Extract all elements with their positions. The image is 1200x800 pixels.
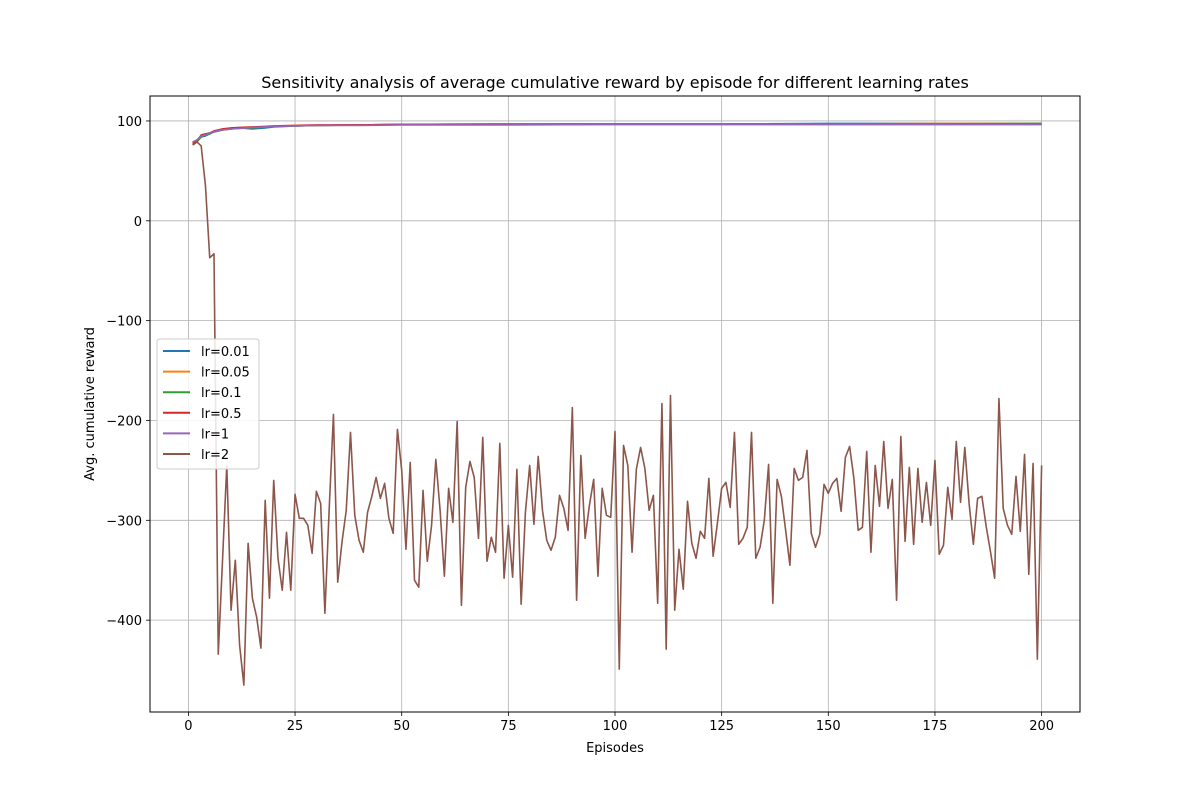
x-tick-label: 150 xyxy=(816,719,841,734)
legend-label: lr=0.05 xyxy=(201,366,250,381)
x-tick-label: 100 xyxy=(603,719,628,734)
series-line-lr=2 xyxy=(192,141,1043,686)
y-tick-label: 100 xyxy=(117,115,142,130)
x-tick-label: 75 xyxy=(500,719,517,734)
legend-label: lr=1 xyxy=(201,427,229,442)
y-tick-label: −100 xyxy=(106,315,142,330)
x-tick-label: 50 xyxy=(393,719,410,734)
legend-label: lr=0.1 xyxy=(201,386,242,401)
y-tick-label: −200 xyxy=(106,414,142,429)
y-axis-ticks: 100 0 −100 −200 −300 −400 xyxy=(106,115,150,629)
legend-label: lr=2 xyxy=(201,448,229,463)
grid-lines xyxy=(150,96,1080,712)
chart-title: Sensitivity analysis of average cumulati… xyxy=(261,73,969,92)
y-tick-label: 0 xyxy=(134,215,142,230)
y-tick-label: −400 xyxy=(106,614,142,629)
x-axis-label: Episodes xyxy=(586,741,644,756)
x-tick-label: 25 xyxy=(287,719,304,734)
x-tick-label: 0 xyxy=(184,719,192,734)
series-line-lr=1 xyxy=(192,123,1042,143)
plot-series xyxy=(192,122,1043,686)
x-axis-ticks: 0 25 50 75 100 125 150 175 200 xyxy=(184,712,1054,734)
x-tick-label: 175 xyxy=(923,719,948,734)
legend: lr=0.01 lr=0.05 lr=0.1 lr=0.5 lr=1 lr=2 xyxy=(156,338,260,470)
legend-label: lr=0.01 xyxy=(201,345,250,360)
x-tick-label: 200 xyxy=(1029,719,1054,734)
legend-label: lr=0.5 xyxy=(201,407,242,422)
y-axis-label: Avg. cumulative reward xyxy=(83,327,98,481)
y-tick-label: −300 xyxy=(106,514,142,529)
x-tick-label: 125 xyxy=(709,719,734,734)
